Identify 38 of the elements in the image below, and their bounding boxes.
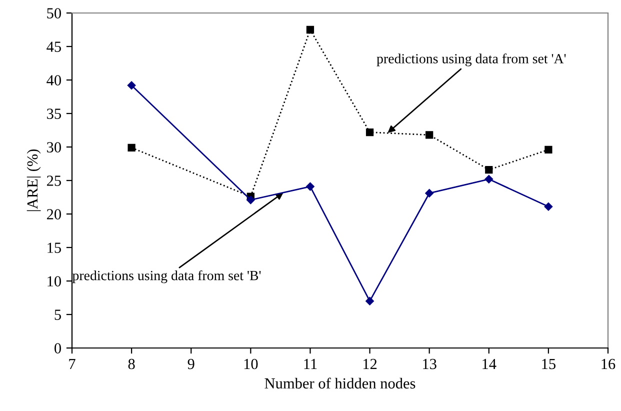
point	[425, 189, 434, 198]
y-tick-label: 50	[47, 8, 61, 18]
y-tick-label: 45	[46, 42, 61, 52]
point	[366, 128, 374, 136]
point	[485, 166, 493, 174]
x-tick-label: 9	[188, 358, 194, 370]
point	[127, 81, 136, 90]
x-tick-label: 14	[482, 358, 496, 370]
x-tick-label: 13	[423, 358, 436, 370]
x-tick-label: 10	[244, 358, 258, 370]
point	[366, 296, 374, 306]
point	[426, 131, 434, 139]
point	[128, 144, 136, 152]
x-tick-label: 12	[363, 358, 377, 370]
point	[306, 182, 314, 191]
y-tick-label: 15	[48, 242, 61, 253]
y-tick-label: 25	[46, 176, 61, 186]
y-axis-title: |ARE| (%)	[26, 149, 41, 212]
y-tick-label: 40	[46, 75, 61, 86]
y-tick-label: 35	[47, 108, 61, 119]
point	[306, 26, 314, 34]
y-tick-label: 30	[47, 142, 61, 152]
point	[484, 175, 494, 184]
x-axis-title: Number of hidden nodes	[264, 378, 416, 389]
y-tick-label: 5	[54, 310, 61, 320]
annotation: predictions using data from set 'B'	[72, 270, 261, 284]
x-tick-label: 15	[542, 358, 556, 370]
point	[544, 202, 553, 211]
point	[544, 146, 552, 154]
annotation: predictions using data from set 'A'	[376, 53, 566, 66]
y-tick-label: 20	[46, 209, 61, 220]
y-tick-label: 10	[48, 276, 61, 286]
x-tick-label: 16	[602, 358, 616, 370]
x-tick-label: 11	[304, 358, 317, 370]
x-tick-label: 8	[128, 358, 135, 370]
x-tick-label: 7	[69, 359, 76, 370]
y-tick-label: 0	[54, 343, 61, 354]
point	[246, 196, 255, 204]
